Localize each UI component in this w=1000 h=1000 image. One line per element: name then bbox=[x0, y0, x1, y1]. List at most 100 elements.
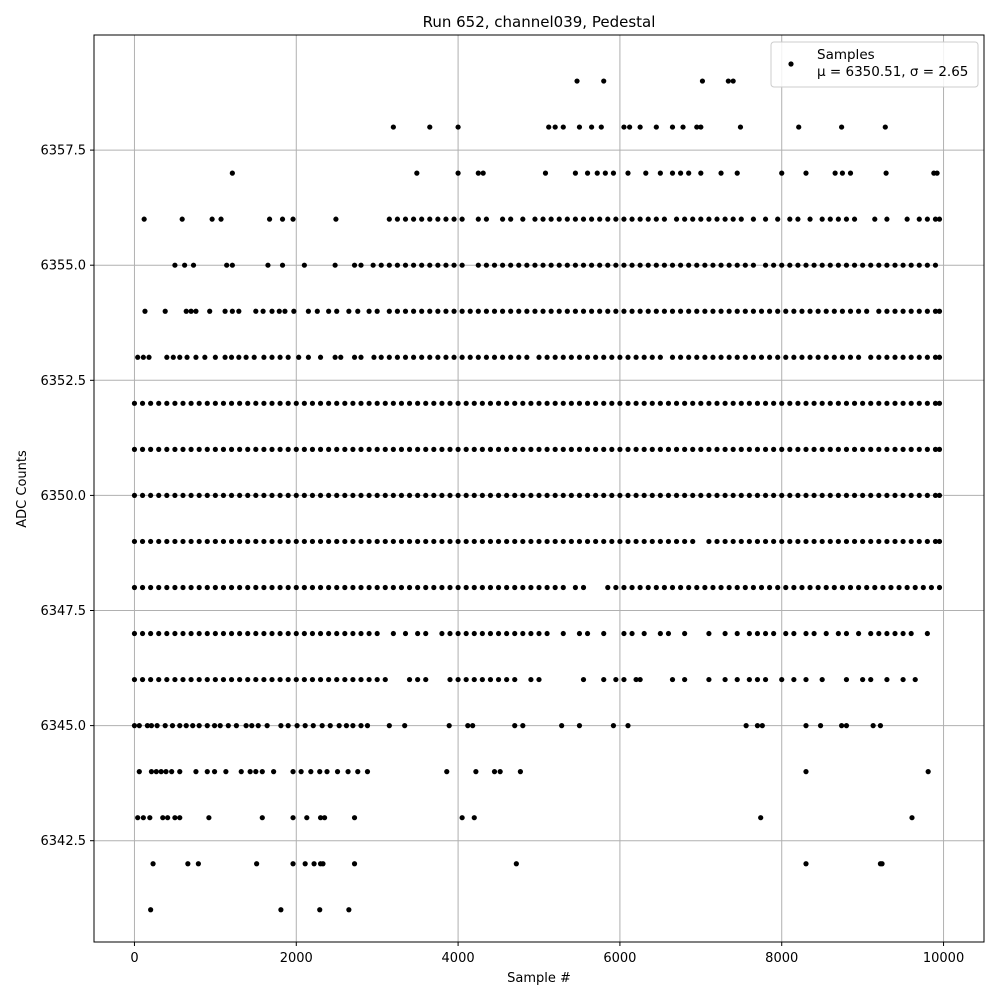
data-point bbox=[410, 262, 417, 268]
data-point bbox=[136, 723, 142, 729]
data-point bbox=[479, 446, 485, 452]
data-point bbox=[876, 538, 882, 545]
data-point bbox=[504, 492, 510, 499]
data-point bbox=[136, 769, 142, 775]
data-point bbox=[431, 538, 437, 545]
data-point bbox=[730, 446, 736, 452]
data-point bbox=[253, 538, 259, 545]
data-point bbox=[334, 446, 340, 452]
data-point bbox=[572, 216, 579, 222]
data-point bbox=[625, 538, 631, 545]
data-point bbox=[374, 584, 380, 591]
data-point bbox=[290, 815, 296, 821]
data-point bbox=[261, 630, 267, 637]
data-point bbox=[932, 262, 939, 268]
data-point bbox=[542, 170, 549, 176]
data-point bbox=[936, 354, 943, 360]
data-point bbox=[311, 861, 317, 867]
data-point bbox=[775, 308, 781, 314]
data-point bbox=[291, 308, 297, 314]
data-point bbox=[358, 400, 364, 406]
data-point bbox=[276, 308, 282, 314]
data-point bbox=[358, 492, 364, 499]
data-point bbox=[220, 630, 227, 637]
data-point bbox=[601, 492, 607, 499]
data-point bbox=[415, 446, 421, 452]
data-point bbox=[819, 676, 825, 683]
data-point bbox=[908, 400, 914, 406]
data-point bbox=[795, 492, 801, 499]
data-point bbox=[350, 446, 356, 452]
data-point bbox=[259, 769, 265, 775]
data-point bbox=[698, 170, 704, 176]
data-point bbox=[305, 354, 312, 360]
data-point bbox=[439, 446, 445, 452]
data-point bbox=[787, 400, 793, 406]
data-point bbox=[504, 446, 510, 452]
data-point bbox=[734, 170, 740, 176]
y-tick-label: 6357.5 bbox=[41, 144, 87, 159]
data-point bbox=[908, 446, 914, 452]
data-point bbox=[714, 216, 720, 222]
data-point bbox=[661, 216, 668, 222]
data-point bbox=[843, 676, 850, 683]
data-point bbox=[904, 584, 910, 591]
data-point bbox=[471, 400, 477, 406]
data-point bbox=[637, 216, 643, 222]
data-point bbox=[285, 584, 291, 591]
data-point bbox=[629, 584, 635, 591]
data-point bbox=[317, 630, 324, 637]
data-point bbox=[746, 400, 752, 406]
data-point bbox=[815, 354, 821, 360]
data-point bbox=[402, 308, 409, 314]
data-point bbox=[568, 354, 574, 360]
data-point bbox=[799, 354, 805, 360]
data-point bbox=[131, 446, 138, 452]
data-point bbox=[629, 262, 635, 268]
data-point bbox=[419, 308, 425, 314]
data-point bbox=[617, 538, 623, 545]
data-point bbox=[455, 630, 461, 637]
data-point bbox=[627, 124, 633, 130]
data-point bbox=[860, 538, 866, 545]
data-point bbox=[892, 262, 898, 268]
data-point bbox=[459, 354, 465, 360]
data-point bbox=[144, 723, 150, 729]
data-point bbox=[601, 446, 607, 452]
data-point bbox=[483, 216, 490, 222]
data-point bbox=[366, 630, 372, 637]
data-point bbox=[301, 262, 307, 268]
data-point bbox=[309, 630, 316, 637]
data-point bbox=[779, 170, 785, 176]
data-point bbox=[564, 216, 570, 222]
data-point bbox=[279, 262, 286, 268]
data-point bbox=[827, 538, 833, 545]
data-point bbox=[247, 769, 253, 775]
data-point bbox=[560, 584, 566, 591]
data-point bbox=[220, 676, 227, 683]
data-point bbox=[847, 354, 854, 360]
data-point bbox=[621, 124, 627, 130]
data-point bbox=[559, 723, 565, 729]
data-point bbox=[597, 262, 603, 268]
data-point bbox=[823, 308, 829, 314]
data-point bbox=[520, 492, 526, 499]
data-point bbox=[279, 216, 286, 222]
data-point bbox=[473, 769, 479, 775]
data-point bbox=[475, 308, 481, 314]
data-point bbox=[884, 400, 890, 406]
data-point bbox=[560, 492, 566, 499]
data-point bbox=[754, 492, 761, 499]
data-point bbox=[196, 723, 202, 729]
data-point bbox=[180, 676, 186, 683]
data-point bbox=[819, 446, 825, 452]
data-point bbox=[444, 769, 450, 775]
data-point bbox=[868, 400, 874, 406]
data-point bbox=[544, 584, 550, 591]
data-point bbox=[710, 262, 716, 268]
data-point bbox=[605, 308, 611, 314]
data-point bbox=[892, 308, 898, 314]
x-axis-label: Sample # bbox=[507, 971, 571, 986]
data-point bbox=[726, 354, 732, 360]
data-point bbox=[832, 170, 838, 176]
